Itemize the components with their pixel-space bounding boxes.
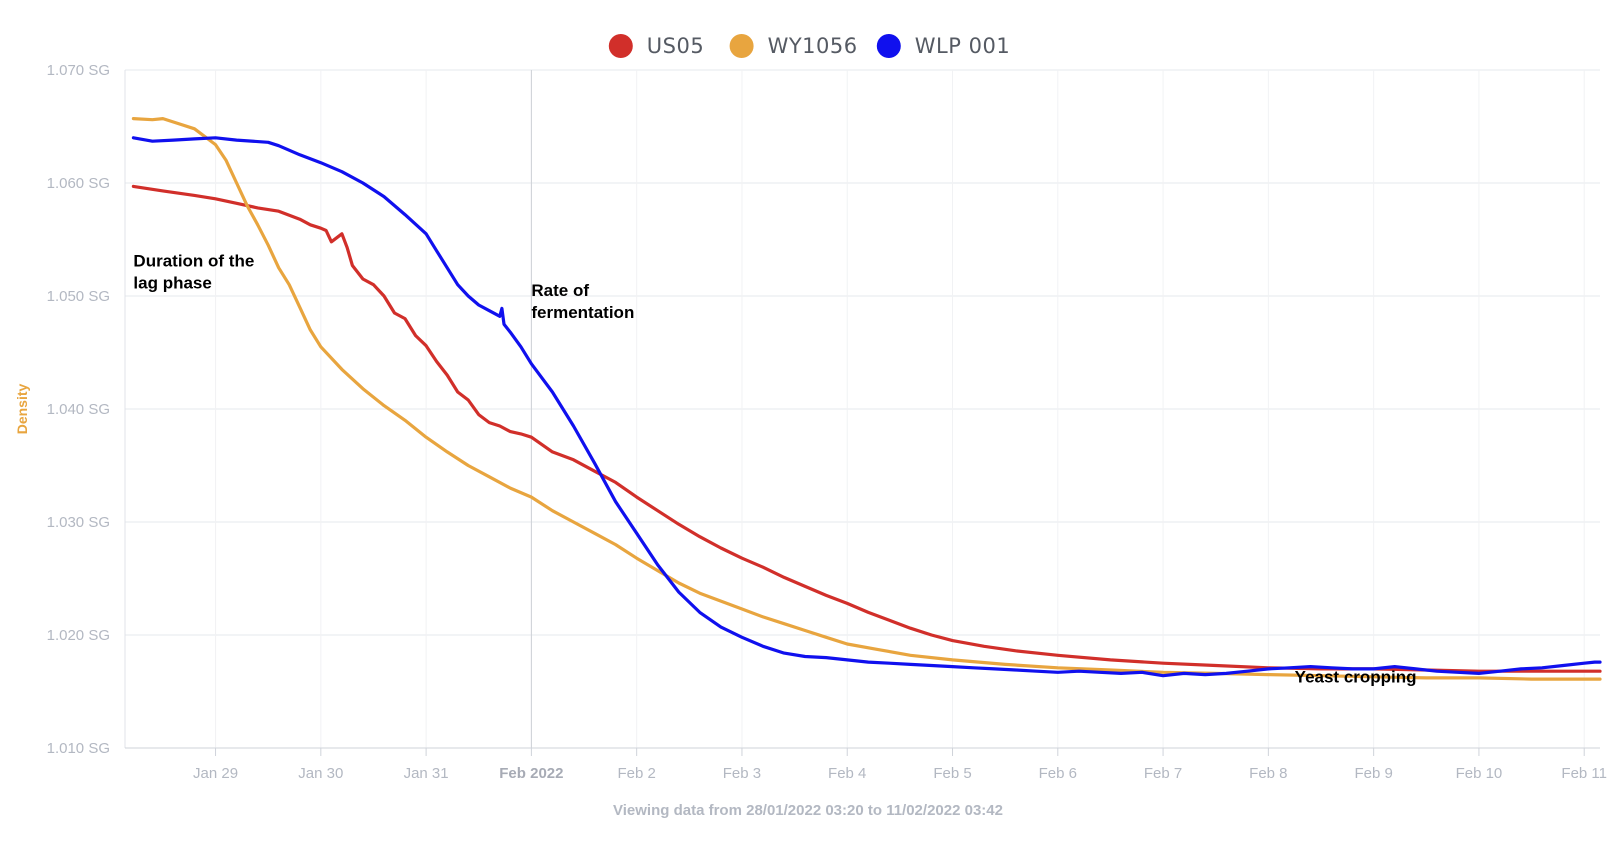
y-tick-label: 1.070 SG	[47, 62, 110, 79]
legend-label: WY1056	[768, 34, 858, 58]
legend-marker	[729, 34, 754, 58]
series-line-us05[interactable]	[131, 184, 1602, 673]
legend-item-wy1056[interactable]: WY1056	[729, 34, 858, 58]
legend-label: WLP 001	[915, 34, 1010, 58]
x-tick-label: Feb 6	[1039, 765, 1077, 782]
legend-marker	[876, 34, 901, 58]
series-lines	[131, 117, 1602, 681]
y-tick-label: 1.010 SG	[47, 740, 110, 757]
annotation-text: lag phase	[133, 274, 211, 293]
series-line-wy1056[interactable]	[131, 117, 1602, 681]
x-tick-label: Feb 9	[1354, 765, 1392, 782]
series-line-wlp-001[interactable]	[131, 136, 1602, 678]
x-tick-label: Jan 29	[193, 765, 238, 782]
axes: 1.070 SG 1.060 SG 1.050 SG 1.040 SG 1.030 SG…	[47, 62, 1607, 782]
annotation-text: Rate of	[531, 281, 589, 300]
x-tick-label: Feb 4	[828, 765, 866, 782]
legend-item-us05[interactable]: US05	[608, 34, 704, 58]
y-tick-label: 1.060 SG	[47, 175, 110, 192]
legend[interactable]: US05 WY1056 WLP 001	[608, 34, 1010, 58]
annotations: Duration of the lag phase Rate of fermentat…	[133, 252, 1416, 687]
legend-label: US05	[647, 34, 704, 58]
x-tick-label: Feb 7	[1144, 765, 1182, 782]
viewing-range-caption: Viewing data from 28/01/2022 03:20 to 11…	[613, 802, 1003, 819]
x-tick-label: Feb 8	[1249, 765, 1287, 782]
y-tick-label: 1.030 SG	[47, 514, 110, 531]
legend-marker	[608, 34, 633, 58]
x-tick-label: Jan 30	[298, 765, 343, 782]
x-tick-label: Jan 31	[404, 765, 449, 782]
annotation-text: fermentation	[531, 303, 634, 322]
x-tick-label: Feb 11	[1561, 765, 1607, 782]
y-axis-title: Density	[14, 384, 30, 435]
x-tick-label: Feb 3	[723, 765, 761, 782]
x-tick-label: Feb 5	[933, 765, 971, 782]
y-tick-label: 1.020 SG	[47, 627, 110, 644]
x-tick-label: Feb 2	[617, 765, 655, 782]
x-tick-label: Feb 10	[1456, 765, 1503, 782]
annotation-text: Yeast cropping	[1295, 667, 1417, 686]
annotation-text: Duration of the	[133, 252, 254, 271]
x-tick-label: Feb 2022	[499, 765, 563, 782]
y-tick-label: 1.040 SG	[47, 401, 110, 418]
legend-item-wlp-001[interactable]: WLP 001	[876, 34, 1010, 58]
y-tick-label: 1.050 SG	[47, 288, 110, 305]
